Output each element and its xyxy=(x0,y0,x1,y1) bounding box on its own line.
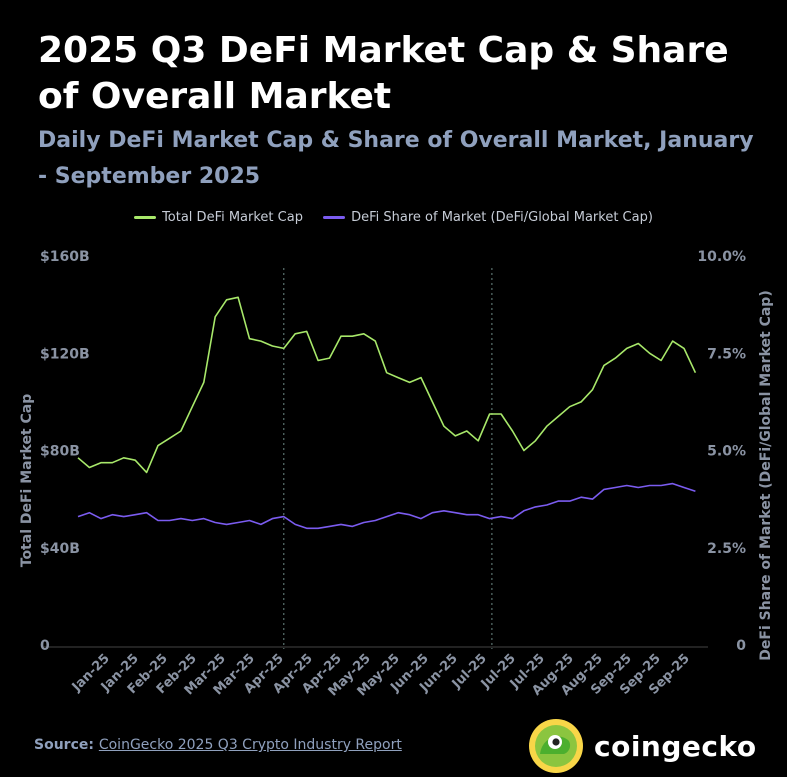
y-tick-right-2: 5.0% xyxy=(707,444,746,460)
y-tick-left-1: $40B xyxy=(40,541,80,557)
legend-swatch-market-cap xyxy=(134,216,157,219)
coingecko-brand[interactable]: coingecko xyxy=(528,718,757,774)
chart-subtitle: Daily DeFi Market Cap & Share of Overall… xyxy=(38,128,754,189)
legend-label-share: DeFi Share of Market (DeFi/Global Market… xyxy=(351,210,653,225)
series-line-share xyxy=(77,482,696,530)
source-link[interactable]: CoinGecko 2025 Q3 Crypto Industry Report xyxy=(98,737,402,753)
y-tick-right-4: 10.0% xyxy=(697,249,746,265)
chart-legend: Total DeFi Market Cap DeFi Share of Mark… xyxy=(0,210,787,225)
y-axis-title-right: DeFi Share of Market (DeFi/Global Market… xyxy=(758,290,774,660)
gecko-logo-icon xyxy=(529,719,583,773)
chart-title: 2025 Q3 DeFi Market Cap & Share of Overa… xyxy=(38,30,729,117)
source-label: Source: xyxy=(34,737,94,753)
brand-wordmark: coingecko xyxy=(594,729,757,763)
y-tick-left-0: 0 xyxy=(40,638,50,654)
y-tick-left-2: $80B xyxy=(40,444,80,460)
y-axis-title-left: Total DeFi Market Cap xyxy=(19,394,35,568)
y-tick-right-3: 7.5% xyxy=(707,346,746,362)
source-note: Source: CoinGecko 2025 Q3 Crypto Industr… xyxy=(34,737,402,753)
y-tick-left-3: $120B xyxy=(40,346,90,362)
y-tick-right-0: 0 xyxy=(736,638,746,654)
series-line-market-cap xyxy=(77,296,697,474)
legend-label-market-cap: Total DeFi Market Cap xyxy=(162,210,303,225)
y-tick-right-1: 2.5% xyxy=(707,541,746,557)
y-tick-left-4: $160B xyxy=(40,249,90,265)
legend-swatch-share xyxy=(323,216,346,219)
legend-item-market-cap[interactable]: Total DeFi Market Cap xyxy=(134,210,303,225)
legend-item-share[interactable]: DeFi Share of Market (DeFi/Global Market… xyxy=(323,210,653,225)
